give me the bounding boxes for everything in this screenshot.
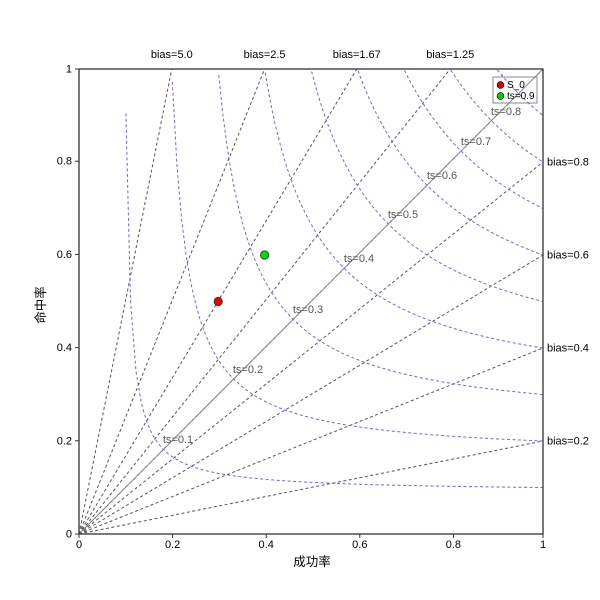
svg-text:0.4: 0.4 xyxy=(259,539,274,551)
svg-text:ts=0.1: ts=0.1 xyxy=(163,434,193,446)
svg-text:bias=2.5: bias=2.5 xyxy=(244,49,286,61)
svg-text:0: 0 xyxy=(76,539,82,551)
svg-text:0.6: 0.6 xyxy=(352,539,367,551)
svg-text:0.4: 0.4 xyxy=(57,342,72,354)
svg-text:bias=1.67: bias=1.67 xyxy=(333,49,381,61)
svg-text:ts=0.7: ts=0.7 xyxy=(461,136,491,148)
svg-text:bias=5.0: bias=5.0 xyxy=(151,49,193,61)
svg-text:ts=0.4: ts=0.4 xyxy=(344,253,374,265)
svg-text:1: 1 xyxy=(540,539,546,551)
svg-text:0.8: 0.8 xyxy=(57,156,72,168)
svg-text:ts=0.9: ts=0.9 xyxy=(507,91,535,102)
svg-text:bias=0.6: bias=0.6 xyxy=(547,250,589,262)
svg-text:bias=1.25: bias=1.25 xyxy=(426,49,474,61)
svg-text:成功率: 成功率 xyxy=(293,554,331,569)
svg-text:0: 0 xyxy=(66,529,72,541)
svg-text:bias=0.4: bias=0.4 xyxy=(547,343,589,355)
svg-text:bias=0.8: bias=0.8 xyxy=(547,157,589,169)
svg-text:ts=0.8: ts=0.8 xyxy=(491,106,521,118)
svg-text:ts=0.6: ts=0.6 xyxy=(427,170,457,182)
svg-text:0.6: 0.6 xyxy=(57,249,72,261)
svg-text:命中率: 命中率 xyxy=(33,286,48,324)
svg-text:1: 1 xyxy=(66,64,72,76)
svg-text:S_0: S_0 xyxy=(507,80,525,91)
svg-text:ts=0.5: ts=0.5 xyxy=(388,209,418,221)
svg-text:ts=0.3: ts=0.3 xyxy=(293,304,323,316)
svg-text:0.2: 0.2 xyxy=(57,435,72,447)
svg-text:0.2: 0.2 xyxy=(165,539,180,551)
svg-text:bias=0.2: bias=0.2 xyxy=(547,436,589,448)
svg-text:0.8: 0.8 xyxy=(446,539,461,551)
svg-text:ts=0.2: ts=0.2 xyxy=(233,364,263,376)
